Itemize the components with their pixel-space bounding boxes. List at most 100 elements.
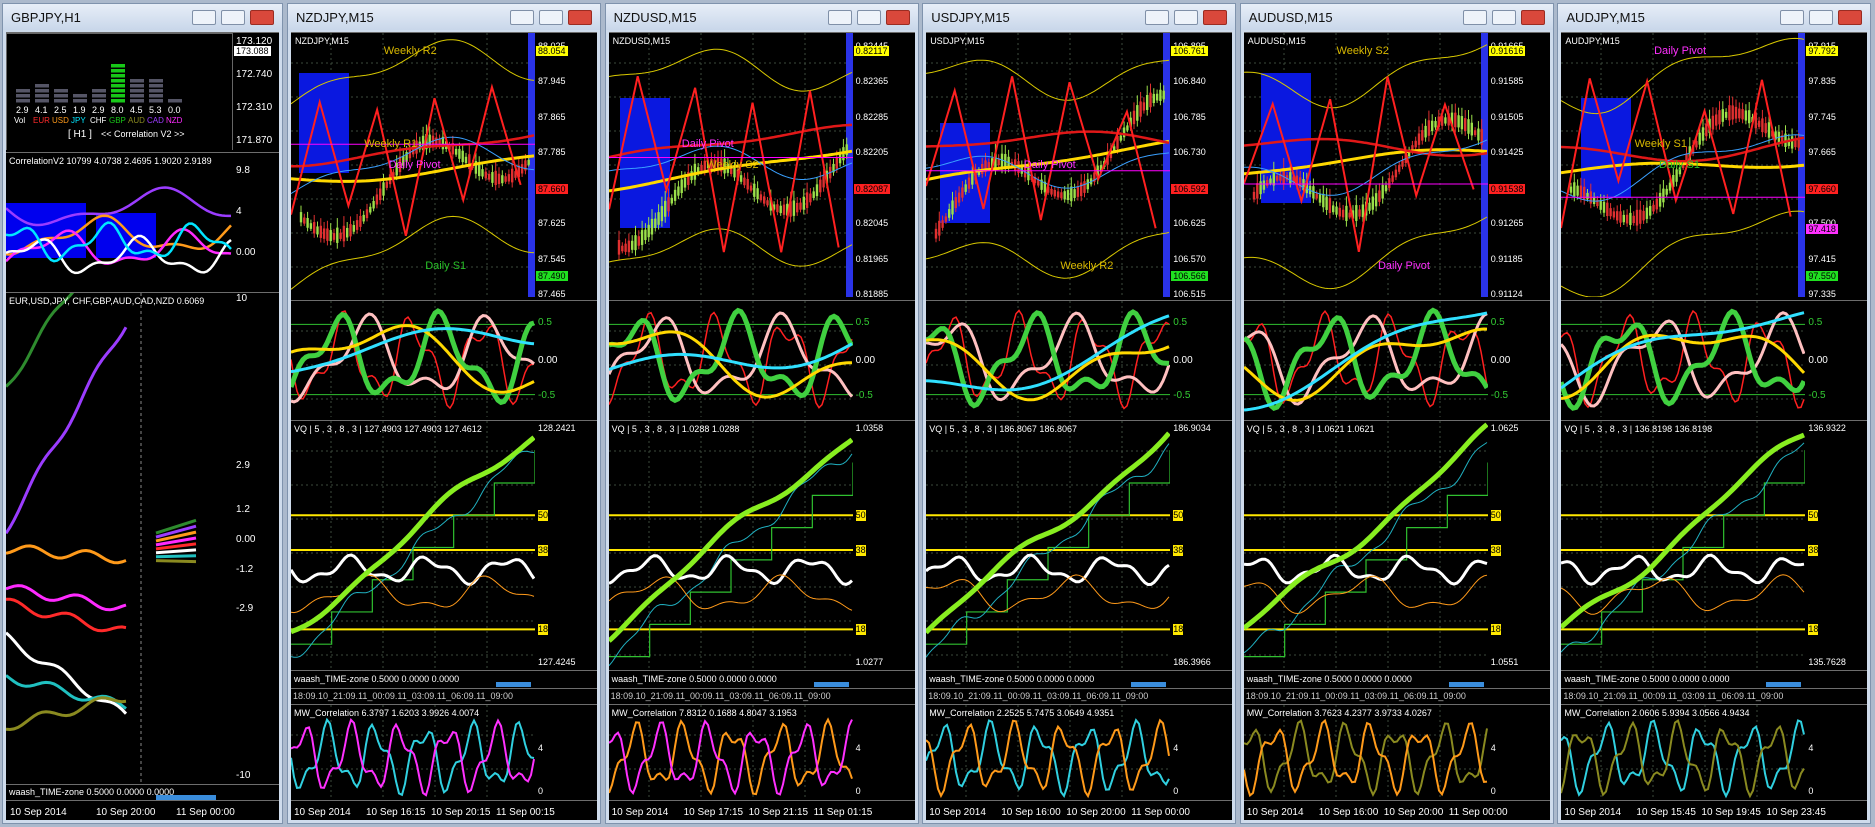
step-line xyxy=(291,450,535,645)
minimize-button[interactable] xyxy=(1462,10,1487,25)
price-label: 0.82205 xyxy=(855,147,889,158)
time-zone-bar xyxy=(1766,682,1802,687)
signal-line xyxy=(1243,442,1488,654)
candle-body xyxy=(1679,167,1682,175)
minimize-button[interactable] xyxy=(1780,10,1805,25)
indicator-label: MW_Correlation 6.3797 1.6203 3.9926 4.00… xyxy=(294,708,480,718)
date-label: 10 Sep 2014 xyxy=(10,807,67,818)
price-label: 0.82365 xyxy=(855,76,889,87)
candle-body xyxy=(1315,193,1318,199)
maximize-button[interactable] xyxy=(1174,10,1199,25)
close-button[interactable] xyxy=(1520,10,1545,25)
strength-value: 1.9 xyxy=(73,105,86,115)
level-label: 0 xyxy=(1173,786,1179,797)
minimize-button[interactable] xyxy=(192,10,216,25)
candle-body xyxy=(1731,105,1735,120)
close-button[interactable] xyxy=(250,10,274,25)
candle-body xyxy=(1463,118,1467,131)
close-button[interactable] xyxy=(1838,10,1863,25)
indicator-line xyxy=(155,530,197,543)
close-button[interactable] xyxy=(885,10,910,25)
close-button[interactable] xyxy=(568,10,592,25)
level-label: 0.5 xyxy=(1490,317,1505,329)
maximize-button[interactable] xyxy=(1491,10,1516,25)
date-label: 10 Sep 20:15 xyxy=(431,807,491,818)
close-button[interactable] xyxy=(1203,10,1228,25)
indicator-line xyxy=(6,584,127,612)
minimize-button[interactable] xyxy=(827,10,852,25)
level-annotation: Weekly S2 xyxy=(706,159,759,172)
indicator-line xyxy=(1561,309,1806,409)
level-label: 18 xyxy=(1808,624,1819,636)
strength-bar xyxy=(73,99,87,103)
indicator-label: VQ | 5 , 3 , 8 , 3 | 186.8067 186.8067 xyxy=(929,424,1077,434)
date-label: 10 Sep 19:45 xyxy=(1701,807,1761,818)
candle-body xyxy=(517,165,520,178)
time-row: 18:09.10_21:09.11_00:09.11_03:09.11_06:0… xyxy=(291,688,597,704)
maximize-button[interactable] xyxy=(221,10,245,25)
candle-body xyxy=(663,200,666,217)
indicator-line xyxy=(608,717,853,796)
candle-body xyxy=(418,141,421,150)
level-label: 50 xyxy=(1490,510,1501,522)
chart-window: NZDJPY,M15 NZDJPY,M15 Weekly R2 Weekly R1 Da… xyxy=(287,3,601,824)
time-row: 18:09.10_21:09.11_00:09.11_03:09.11_06:0… xyxy=(608,688,915,704)
candle-body xyxy=(1480,128,1483,145)
candle-body xyxy=(1573,182,1576,197)
level-label: 0.5 xyxy=(1808,317,1823,329)
candle-body xyxy=(1715,114,1718,126)
signal-line xyxy=(926,553,1171,587)
candle-body xyxy=(1338,207,1341,217)
navigation-label[interactable]: << Correlation V2 >> xyxy=(101,129,185,139)
level-label: 1.0551 xyxy=(1490,657,1519,667)
maximize-button[interactable] xyxy=(856,10,881,25)
vq-panel: VQ | 5 , 3 , 8 , 3 | 127.4903 127.4903 1… xyxy=(291,420,597,668)
mw-panel-plot xyxy=(291,705,535,800)
maximize-button[interactable] xyxy=(539,10,563,25)
bollinger-band xyxy=(926,59,1170,101)
minimize-button[interactable] xyxy=(1145,10,1170,25)
oscillator-panel-plot xyxy=(291,301,535,417)
strength-value: 2.9 xyxy=(92,105,105,115)
candle-body xyxy=(1702,127,1705,141)
candle-body xyxy=(1354,205,1358,221)
maximize-button[interactable] xyxy=(1809,10,1834,25)
candle-body xyxy=(994,153,997,169)
candle-body xyxy=(352,225,355,232)
candle-body xyxy=(1787,138,1791,146)
scroll-bar xyxy=(528,33,535,297)
candle-body xyxy=(474,161,478,174)
candle-body xyxy=(1642,210,1646,221)
level-label: 4 xyxy=(236,205,242,217)
candle-body xyxy=(788,201,792,217)
price-marker: 97.660 xyxy=(1806,183,1838,194)
candle-body xyxy=(769,197,772,211)
pairs-panel-plot xyxy=(6,293,197,784)
candle-body xyxy=(1259,181,1262,195)
vq-panel: VQ | 5 , 3 , 8 , 3 | 1.0621 1.0621 1.0625… xyxy=(1243,420,1550,668)
bollinger-band xyxy=(1561,210,1805,297)
candle-body xyxy=(1282,168,1285,185)
candle-body xyxy=(1659,192,1662,207)
candle-body xyxy=(709,159,713,170)
candle-body xyxy=(1476,128,1480,141)
level-label: -2.9 xyxy=(236,602,254,614)
candle-body xyxy=(1473,130,1477,136)
level-label: 186.9034 xyxy=(1173,423,1211,433)
minimize-button[interactable] xyxy=(510,10,534,25)
strength-bar xyxy=(149,84,163,88)
level-annotation: Daily Pivot xyxy=(388,159,441,172)
candle-body xyxy=(497,173,501,185)
candle-body xyxy=(1152,93,1156,103)
vq-panel-plot xyxy=(608,421,853,668)
signal-line xyxy=(608,554,853,586)
candle-body xyxy=(640,230,643,245)
price-label: 0.81885 xyxy=(855,289,889,297)
chart-window: USDJPY,M15 USDJPY,M15 Daily Pivot Weekly R2… xyxy=(922,3,1237,824)
candle-body xyxy=(375,194,379,205)
vq-panel-plot xyxy=(1561,421,1806,668)
candle-body xyxy=(1447,113,1450,126)
candle-body xyxy=(1791,136,1794,149)
vq-line xyxy=(1561,432,1806,630)
